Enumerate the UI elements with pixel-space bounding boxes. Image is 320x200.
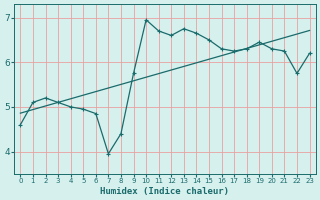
X-axis label: Humidex (Indice chaleur): Humidex (Indice chaleur) [100,187,229,196]
